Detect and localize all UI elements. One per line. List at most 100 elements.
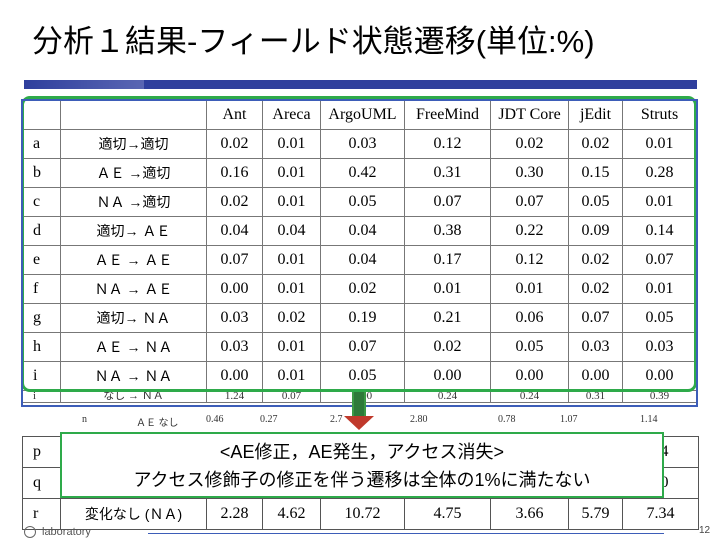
table-cell: 0.00 [206, 361, 263, 391]
table-cell: 0.03 [320, 129, 405, 159]
table-cell: 0.01 [622, 187, 697, 217]
row-label: ＡＥ →適切 [60, 158, 207, 188]
strip-cell: 0.27 [260, 414, 278, 425]
table-cell: 0.05 [320, 361, 405, 391]
row-id: g [22, 303, 61, 333]
table-cell: 0.30 [490, 158, 569, 188]
table-cell: 10.72 [320, 498, 405, 530]
column-header: Struts [622, 99, 697, 130]
table-cell: 0.39 [622, 390, 697, 403]
table-cell: 0.14 [622, 216, 697, 246]
table-cell: 0.03 [622, 332, 697, 362]
row-label: 適切→ ＡＥ [60, 216, 207, 246]
row-id: q [22, 467, 61, 499]
table-cell: 0.16 [206, 158, 263, 188]
column-header: FreeMind [404, 99, 491, 130]
table-cell: 0.02 [404, 332, 491, 362]
row-id: h [22, 332, 61, 362]
table-cell: 0.01 [262, 129, 321, 159]
table-cell: 0.17 [404, 245, 491, 275]
strip-cell: 2.80 [410, 414, 428, 425]
table-cell: 4.62 [262, 498, 321, 530]
strip-cell: n [82, 414, 87, 425]
column-header: JDT Core [490, 99, 569, 130]
table-cell: 0.05 [568, 187, 623, 217]
row-id: a [22, 129, 61, 159]
table-cell: 0.24 [490, 390, 569, 403]
column-header: Areca [262, 99, 321, 130]
row-id: b [22, 158, 61, 188]
table-row: a 適切→適切 0.02 0.01 0.03 0.12 0.02 0.02 0.01 [22, 129, 697, 159]
row-id: d [22, 216, 61, 246]
table-row: b ＡＥ →適切 0.16 0.01 0.42 0.31 0.30 0.15 0.28 [22, 158, 697, 188]
slide-title: 分析１結果-フィールド状態遷移(単位:%) [32, 24, 595, 59]
table-cell: 5.79 [568, 498, 623, 530]
table-cell: 0.01 [262, 274, 321, 304]
row-id: i [22, 390, 61, 403]
strip-cell: 0.78 [498, 414, 516, 425]
table-cell: 0.02 [568, 245, 623, 275]
table-cell: 0.22 [490, 216, 569, 246]
logo-icon [24, 526, 36, 539]
table-row: c ＮＡ →適切 0.02 0.01 0.05 0.07 0.07 0.05 0.01 [22, 187, 697, 217]
table-cell: 0.07 [206, 245, 263, 275]
table-cell: 0.01 [262, 158, 321, 188]
table-cell: 0.03 [568, 332, 623, 362]
row-label: ＡＥ → ＡＥ [60, 245, 207, 275]
row-id: i [22, 361, 61, 391]
footer-rule [148, 533, 664, 534]
table-cell: 0.02 [490, 129, 569, 159]
table-cell: 0.00 [622, 361, 697, 391]
table-cell: 0.07 [490, 187, 569, 217]
table-row: g 適切→ ＮＡ 0.03 0.02 0.19 0.21 0.06 0.07 0.05 [22, 303, 697, 333]
table-cell: 0.05 [320, 187, 405, 217]
row-label: 変化なし (ＮＡ) [60, 498, 207, 530]
table-cell: 0.42 [320, 158, 405, 188]
table-cell: 0.03 [206, 303, 263, 333]
row-label: ＮＡ → ＡＥ [60, 274, 207, 304]
table-cell: 0.01 [622, 274, 697, 304]
partially-hidden-row: n ＡＥ なし 0.46 0.27 2.7 2.80 0.78 1.07 1.14 [24, 408, 698, 432]
table-cell: 0.28 [622, 158, 697, 188]
table-row: f ＮＡ → ＡＥ 0.00 0.01 0.02 0.01 0.01 0.02 0.01 [22, 274, 697, 304]
table-cell: 0.09 [568, 216, 623, 246]
row-id: r [22, 498, 61, 530]
row-label: 適切→適切 [60, 129, 207, 159]
table-cell: 0.01 [262, 332, 321, 362]
row-label: ＮＡ →適切 [60, 187, 207, 217]
footer-logo-text: laboratory [42, 526, 91, 538]
table-cell: 7.34 [622, 498, 699, 530]
table-cell: 4.75 [404, 498, 491, 530]
page-number: 12 [699, 525, 711, 536]
table-cell: 0.05 [622, 303, 697, 333]
table-cell: 2.28 [206, 498, 263, 530]
table-cell: 0.00 [568, 361, 623, 391]
row-label: ＮＡ → ＮＡ [60, 361, 207, 391]
footer-logo: laboratory [24, 526, 152, 540]
table-cell: 0.01 [490, 274, 569, 304]
table-cell: 0.38 [404, 216, 491, 246]
table-row: i ＮＡ → ＮＡ 0.00 0.01 0.05 0.00 0.00 0.00 0.00 [22, 361, 697, 391]
down-arrow-icon [344, 416, 374, 430]
column-header: ArgoUML [320, 99, 405, 130]
table-cell: 0.02 [206, 129, 263, 159]
table-cell: 0.00 [490, 361, 569, 391]
column-header [60, 99, 207, 130]
table-row: h ＡＥ → ＮＡ 0.03 0.01 0.07 0.02 0.05 0.03 0.03 [22, 332, 697, 362]
transition-table: Ant Areca ArgoUML FreeMind JDT Core jEdit Stru… [22, 99, 697, 403]
table-cell: 0.01 [622, 129, 697, 159]
table-cell: 0.12 [490, 245, 569, 275]
table-header-row: Ant Areca ArgoUML FreeMind JDT Core jEdit Stru… [22, 99, 697, 130]
column-header [22, 99, 61, 130]
table-cell: 0.04 [262, 216, 321, 246]
table-cell: 0.02 [568, 129, 623, 159]
column-header: jEdit [568, 99, 623, 130]
summary-callout: <AE修正，AE発生，アクセス消失> アクセス修飾子の修正を伴う遷移は全体の1%… [60, 432, 664, 498]
row-label: 適切→ ＮＡ [60, 303, 207, 333]
strip-cell: 0.46 [206, 414, 224, 425]
table-cell: 0.01 [262, 361, 321, 391]
table-cell: 0.21 [404, 303, 491, 333]
table-cell: 0.07 [320, 332, 405, 362]
table-row: d 適切→ ＡＥ 0.04 0.04 0.04 0.38 0.22 0.09 0.14 [22, 216, 697, 246]
table-row: e ＡＥ → ＡＥ 0.07 0.01 0.04 0.17 0.12 0.02 0.07 [22, 245, 697, 275]
